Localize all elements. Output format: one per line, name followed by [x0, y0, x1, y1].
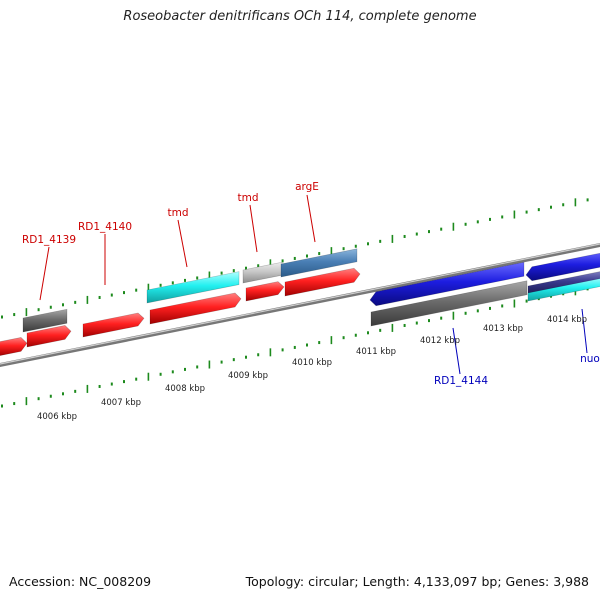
- reverse-gene-label: nuo: [580, 353, 600, 365]
- leader-nuo: [581, 308, 588, 354]
- backbone-line: [0, 242, 600, 368]
- kbp-tick-label: 4014 kbp: [547, 315, 587, 325]
- gene-label-leaders: [39, 194, 588, 375]
- forward-gene-label: tmd: [237, 192, 258, 204]
- gene-forward: [0, 337, 28, 356]
- genome-backbone: [0, 242, 600, 368]
- gene-reverse: [369, 261, 525, 307]
- forward-gene-label: RD1_4140: [78, 221, 132, 233]
- leader-tmd-2: [249, 204, 258, 253]
- kbp-tick-label: 4010 kbp: [292, 358, 332, 368]
- gene-reverse-2: [525, 252, 600, 282]
- leader-rd1-4139: [39, 246, 50, 301]
- gene-arge: [284, 267, 361, 297]
- gene-tmd-2: [245, 281, 285, 302]
- gene-gray: [22, 308, 68, 333]
- accession-text: Accession: NC_008209: [9, 574, 152, 589]
- map-labels: 4006 kbp 4007 kbp 4008 kbp 4009 kbp 4010 kbp…: [22, 181, 600, 422]
- gene-tmd-1: [149, 292, 242, 325]
- leader-rd1-4144: [452, 327, 461, 375]
- leader-arge: [306, 194, 316, 243]
- kbp-tick-label: 4009 kbp: [228, 371, 268, 381]
- gene-nuo-navy: [527, 271, 600, 296]
- kbp-tick-label: 4006 kbp: [37, 412, 77, 422]
- forward-gene-label: RD1_4139: [22, 234, 76, 246]
- kbp-tick-label: 4007 kbp: [101, 398, 141, 408]
- gene-rd1-4139: [26, 325, 72, 348]
- gene-features: [0, 248, 600, 356]
- kbp-tick-label: 4011 kbp: [356, 347, 396, 357]
- gene-tmd-gray: [242, 261, 283, 284]
- gene-rd1-4140: [82, 312, 145, 338]
- gene-nuo-cyan: [527, 278, 600, 302]
- forward-gene-label: tmd: [167, 207, 188, 219]
- gene-rd1-4144: [370, 280, 528, 327]
- forward-gene-label: argE: [295, 181, 319, 193]
- genome-summary-text: Topology: circular; Length: 4,133,097 bp…: [245, 574, 589, 589]
- genome-title: Roseobacter denitrificans OCh 114, compl…: [123, 9, 477, 24]
- kbp-tick-label: 4013 kbp: [483, 324, 523, 334]
- reverse-gene-label: RD1_4144: [434, 375, 488, 387]
- kbp-tick-label: 4008 kbp: [165, 384, 205, 394]
- leader-tmd-1: [177, 219, 188, 268]
- gene-tmd-cyan: [146, 271, 240, 304]
- backbone-highlight: [0, 243, 600, 365]
- kbp-tick-label: 4012 kbp: [420, 336, 460, 346]
- gene-arge-steel: [280, 248, 358, 278]
